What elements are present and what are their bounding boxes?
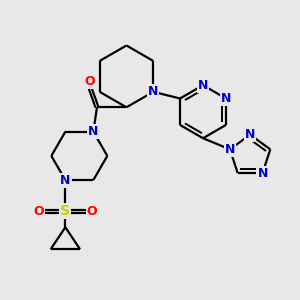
Text: N: N	[88, 125, 98, 138]
Text: N: N	[257, 167, 268, 179]
Text: O: O	[34, 205, 44, 218]
Text: N: N	[148, 85, 158, 98]
Text: N: N	[225, 143, 235, 156]
Text: N: N	[245, 128, 255, 141]
Text: O: O	[86, 205, 97, 218]
Text: N: N	[221, 92, 231, 105]
Text: S: S	[60, 204, 70, 218]
Text: N: N	[60, 174, 70, 187]
Text: O: O	[84, 75, 95, 88]
Text: N: N	[198, 79, 208, 92]
